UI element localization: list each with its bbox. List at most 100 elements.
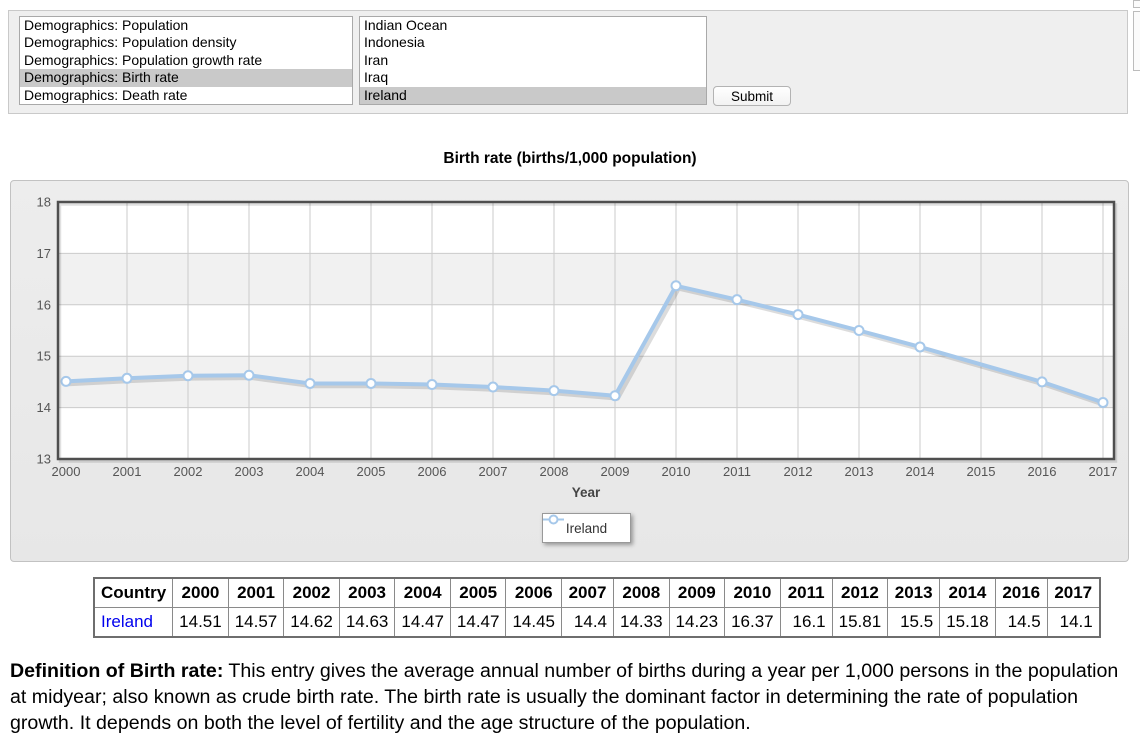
x-tick-label: 2005 [357,464,386,479]
chart-plot: 13 14 15 16 17 18 2000 2001 2002 2003 2004 2005 2006… [37,195,1118,501]
series-marker [914,341,926,353]
series-marker [670,280,682,292]
table-value-cell: 14.47 [394,607,451,638]
y-tick-label: 15 [37,349,51,364]
x-tick-label: 2016 [1028,464,1057,479]
x-tick-label: 2010 [662,464,691,479]
x-tick-label: 2013 [845,464,874,479]
x-tick-label: 2001 [113,464,142,479]
y-tick-label: 13 [37,452,51,467]
country-option[interactable]: Iran [364,51,389,68]
series-marker [365,377,377,389]
chart-legend: Ireland [542,513,631,543]
series-marker [1097,396,1109,408]
x-tick-label: 2007 [479,464,508,479]
plot-border [56,200,1116,461]
table-value-cell: 14.45 [505,607,562,638]
y-tick-label: 18 [37,195,51,210]
definition-body: This entry gives the average annual numb… [10,660,1119,734]
data-table-wrap: Country 2000 2001 2002 2003 2004 2005 2006 2007 2… [93,577,1101,638]
dataset-option[interactable]: Demographics: Population [24,17,189,33]
table-header-cell: 2014 [939,577,996,608]
y-tick-label: 16 [37,297,51,312]
chart-title: Birth rate (births/1,000 population) [443,150,697,167]
table-header-cell: 2006 [505,577,562,608]
chart-panel: 13 14 15 16 17 18 2000 2001 2002 2003 2004 2005 2006… [10,180,1129,562]
country-listbox[interactable]: Indian Ocean Indonesia Iran Iraq Ireland [359,16,707,105]
country-link[interactable]: Ireland [93,607,174,638]
x-tick-label: 2008 [540,464,569,479]
table-value-cell: 14.33 [613,607,670,638]
table-header-cell: 2010 [724,577,781,608]
plot-background [58,202,1114,459]
x-tick-label: 2000 [52,464,81,479]
plot-band [58,253,1114,305]
country-option[interactable]: Indian Ocean [364,17,448,33]
cutoff-panel-fragment-top [1133,0,1140,8]
table-header-cell: 2004 [394,577,451,608]
x-tick-label: 2002 [174,464,203,479]
table-value-cell: 16.37 [724,607,781,638]
series-marker [731,294,743,306]
table-row: Ireland 14.51 14.57 14.62 14.63 14.47 14.47 14.… [93,607,1101,638]
dataset-option[interactable]: Demographics: Birth rate [20,69,352,87]
series-marker [792,309,804,321]
table-header-cell: 2003 [338,577,396,608]
series-marker [121,372,133,384]
country-option[interactable]: Indonesia [364,34,425,51]
x-tick-label: 2004 [296,464,325,479]
plot-band [58,356,1114,408]
series-marker [548,385,560,397]
series-marker [304,377,316,389]
definition-label: Definition of Birth rate: [10,660,224,682]
x-tick-label: 2009 [601,464,630,479]
y-tick-label: 14 [37,400,51,415]
table-header-cell: 2017 [1046,577,1101,608]
table-header-cell: 2001 [227,577,285,608]
table-header-cell: 2000 [172,577,229,608]
table-header-cell: 2008 [613,577,670,608]
table-value-cell: 14.51 [172,607,229,638]
table-header-cell: 2007 [561,577,614,608]
table-header-cell: 2005 [449,577,507,608]
table-header-cell: 2016 [994,577,1048,608]
plot-border-shadow [58,203,1118,463]
table-value-cell: 14.62 [283,607,340,638]
table-value-cell: 16.1 [779,607,833,638]
y-tick-label: 17 [37,246,51,261]
x-tick-label: 2006 [418,464,447,479]
table-value-cell: 14.23 [668,607,726,638]
table-value-cell: 14.5 [994,607,1048,638]
country-option[interactable]: Ireland [360,86,706,104]
series-marker [609,390,621,402]
definition-text: Definition of Birth rate: This entry giv… [10,658,1136,736]
dataset-option[interactable]: Demographics: Death rate [24,86,188,103]
x-tick-label: 2014 [906,464,935,479]
series-marker [182,370,194,382]
table-header-cell: 2012 [831,577,889,608]
x-tick-label: 2003 [235,464,264,479]
table-value-cell: 15.5 [887,607,941,638]
x-tick-label: 2017 [1089,464,1118,479]
table-value-cell: 14.57 [227,607,285,638]
series-marker [60,375,72,387]
dataset-option[interactable]: Demographics: Population density [24,34,237,51]
series-marker [1036,376,1048,388]
table-header-cell: 2011 [779,577,833,608]
series-marker [487,381,499,393]
table-value-cell: 14.47 [449,607,507,638]
dataset-listbox[interactable]: Demographics: Population Demographics: Po… [19,16,353,105]
x-axis-title: Year [572,485,601,500]
x-tick-label: 2012 [784,464,813,479]
series-marker [426,378,438,390]
table-header-row: Country 2000 2001 2002 2003 2004 2005 2006 2007 2… [93,577,1101,608]
submit-button[interactable]: Submit [713,86,791,106]
dataset-option[interactable]: Demographics: Population growth rate [24,51,263,68]
data-table: Country 2000 2001 2002 2003 2004 2005 2006 2007 2… [93,577,1101,638]
table-value-cell: 14.63 [338,607,396,638]
legend-label: Ireland [565,520,608,536]
x-tick-label: 2015 [967,464,996,479]
country-option[interactable]: Iraq [364,69,389,86]
table-value-cell: 14.4 [561,607,614,638]
